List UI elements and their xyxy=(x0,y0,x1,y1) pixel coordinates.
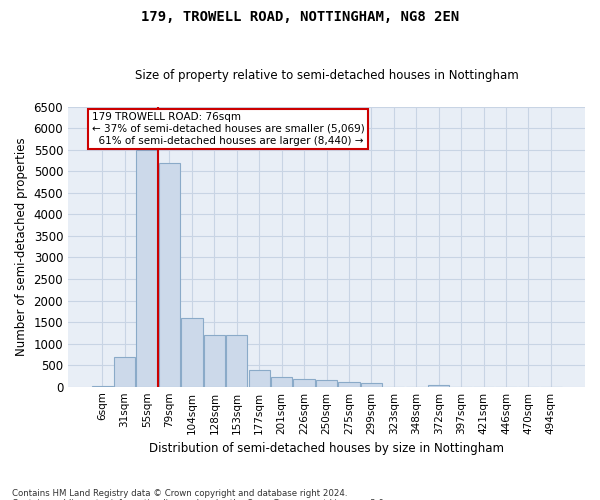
Bar xyxy=(361,383,382,386)
Y-axis label: Number of semi-detached properties: Number of semi-detached properties xyxy=(15,138,28,356)
Bar xyxy=(316,380,337,386)
Bar xyxy=(293,380,315,386)
Bar xyxy=(248,370,270,386)
Text: Contains public sector information licensed under the Open Government Licence v3: Contains public sector information licen… xyxy=(12,498,386,500)
Title: Size of property relative to semi-detached houses in Nottingham: Size of property relative to semi-detach… xyxy=(134,69,518,82)
X-axis label: Distribution of semi-detached houses by size in Nottingham: Distribution of semi-detached houses by … xyxy=(149,442,504,455)
Text: Contains HM Land Registry data © Crown copyright and database right 2024.: Contains HM Land Registry data © Crown c… xyxy=(12,488,347,498)
Bar xyxy=(181,318,203,386)
Text: 179, TROWELL ROAD, NOTTINGHAM, NG8 2EN: 179, TROWELL ROAD, NOTTINGHAM, NG8 2EN xyxy=(141,10,459,24)
Bar xyxy=(338,382,359,386)
Bar xyxy=(136,150,158,386)
Bar xyxy=(204,335,225,386)
Bar xyxy=(271,377,292,386)
Bar xyxy=(159,163,180,386)
Bar xyxy=(114,358,135,386)
Text: 179 TROWELL ROAD: 76sqm
← 37% of semi-detached houses are smaller (5,069)
  61% : 179 TROWELL ROAD: 76sqm ← 37% of semi-de… xyxy=(92,112,365,146)
Bar xyxy=(226,335,247,386)
Bar xyxy=(428,384,449,386)
